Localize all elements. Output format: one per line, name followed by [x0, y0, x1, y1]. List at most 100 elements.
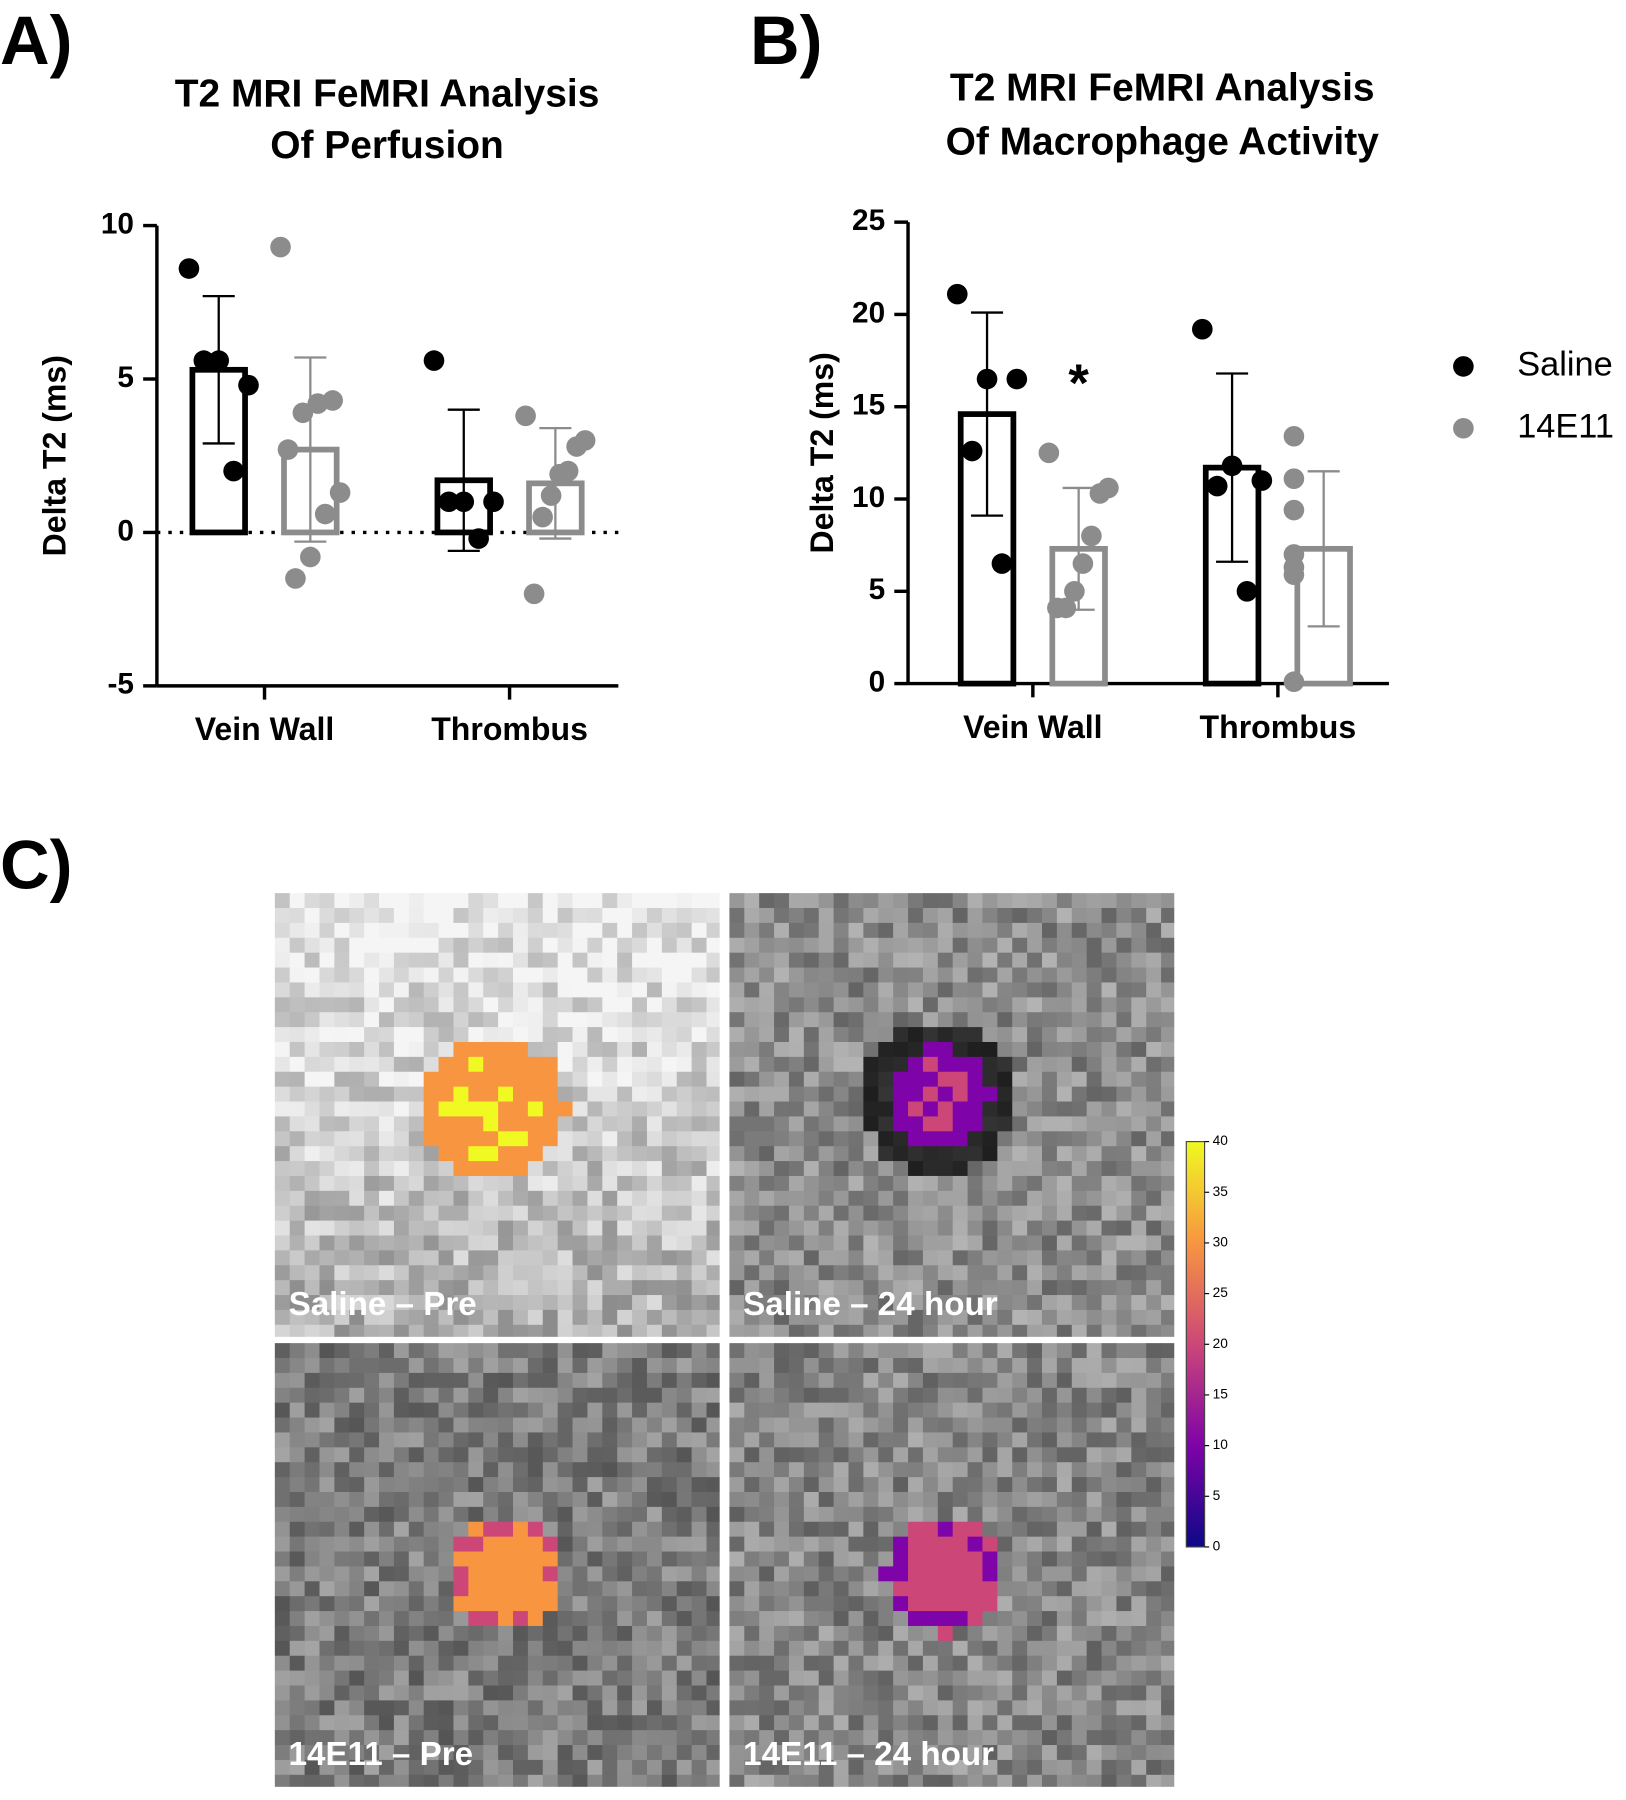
mri-pixel	[305, 938, 320, 953]
mri-pixel	[1102, 938, 1117, 953]
mri-pixel	[707, 1012, 720, 1027]
mri-pixel	[908, 1027, 923, 1042]
mri-pixel	[305, 1161, 320, 1176]
mri-pixel	[319, 1507, 334, 1522]
mri-pixel	[923, 1566, 938, 1581]
mri-pixel	[878, 923, 893, 938]
mri-pixel	[968, 893, 983, 908]
mri-pixel	[290, 1373, 305, 1388]
mri-pixel	[953, 1146, 968, 1161]
x-tick-label: Thrombus	[431, 711, 588, 747]
mri-pixel	[587, 1462, 602, 1477]
mri-pixel	[275, 953, 290, 968]
mri-pixel	[759, 1462, 774, 1477]
mri-pixel	[558, 1596, 573, 1611]
mri-pixel	[617, 1462, 632, 1477]
mri-pixel	[319, 1388, 334, 1403]
mri-pixel	[379, 1715, 394, 1730]
mri-pixel	[364, 1522, 379, 1537]
mri-pixel	[334, 908, 349, 923]
mri-pixel	[863, 1522, 878, 1537]
mri-pixel	[632, 1685, 647, 1700]
mri-pixel	[528, 1507, 543, 1522]
mri-pixel	[319, 1042, 334, 1057]
mri-pixel	[1057, 1343, 1072, 1358]
mri-pixel	[819, 997, 834, 1012]
mri-pixel	[834, 1358, 849, 1373]
mri-pixel	[1116, 1072, 1131, 1087]
mri-pixel	[543, 1730, 558, 1745]
mri-pixel	[290, 1131, 305, 1146]
mri-pixel	[409, 1656, 424, 1671]
mri-pixel	[1072, 1492, 1087, 1507]
mri-pixel	[439, 1343, 454, 1358]
mri-pixel	[677, 968, 692, 983]
mri-pixel	[982, 893, 997, 908]
mri-pixel	[587, 1116, 602, 1131]
mri-pixel	[1087, 908, 1102, 923]
chart-title: Of Perfusion	[270, 124, 504, 167]
mri-pixel	[1087, 1700, 1102, 1715]
mri-pixel	[364, 982, 379, 997]
mri-pixel	[662, 1191, 677, 1206]
mri-pixel	[528, 1552, 543, 1567]
mri-pixel	[997, 1310, 1012, 1325]
mri-pixel	[1116, 1522, 1131, 1537]
mri-pixel	[349, 1537, 364, 1552]
mri-pixel	[759, 1191, 774, 1206]
mri-pixel	[848, 923, 863, 938]
mri-pixel	[305, 1176, 320, 1191]
mri-pixel	[617, 1102, 632, 1117]
mri-pixel	[439, 1611, 454, 1626]
mri-pixel	[275, 1700, 290, 1715]
mri-pixel	[662, 1775, 677, 1787]
mri-pixel	[677, 1265, 692, 1280]
mri-pixel	[789, 1250, 804, 1265]
mri-pixel	[498, 908, 513, 923]
mri-pixel	[707, 1161, 720, 1176]
mri-pixel	[409, 953, 424, 968]
mri-pixel	[707, 1745, 720, 1760]
mri-pixel	[1012, 1775, 1027, 1787]
mri-pixel	[982, 1403, 997, 1418]
mri-pixel	[543, 893, 558, 908]
mri-pixel	[617, 1358, 632, 1373]
mri-pixel	[602, 1042, 617, 1057]
mri-pixel	[662, 1116, 677, 1131]
mri-pixel	[439, 1432, 454, 1447]
mri-pixel	[602, 1131, 617, 1146]
mri-pixel	[587, 1552, 602, 1567]
mri-pixel	[334, 1206, 349, 1221]
mri-pixel	[848, 997, 863, 1012]
mri-pixel	[908, 1432, 923, 1447]
mri-pixel	[1146, 893, 1161, 908]
mri-pixel	[1146, 968, 1161, 983]
mri-pixel	[468, 1176, 483, 1191]
mri-pixel	[744, 1146, 759, 1161]
mri-pixel	[1072, 1131, 1087, 1146]
mri-pixel	[1146, 1176, 1161, 1191]
mri-pixel	[349, 1492, 364, 1507]
mri-pixel	[275, 1102, 290, 1117]
mri-pixel	[573, 1611, 588, 1626]
mri-pixel	[1161, 923, 1174, 938]
mri-pixel	[1072, 953, 1087, 968]
mri-pixel	[863, 1581, 878, 1596]
mri-pixel	[774, 1418, 789, 1433]
mri-pixel	[863, 1462, 878, 1477]
mri-pixel	[1027, 1745, 1042, 1760]
mri-pixel	[513, 1265, 528, 1280]
mri-pixel	[878, 938, 893, 953]
mri-pixel	[1146, 1760, 1161, 1775]
mri-pixel	[498, 1596, 513, 1611]
mri-pixel	[468, 1131, 483, 1146]
mri-pixel	[424, 1102, 439, 1117]
mri-pixel	[275, 1057, 290, 1072]
mri-pixel	[528, 1388, 543, 1403]
mri-pixel	[997, 1191, 1012, 1206]
mri-pixel	[692, 1611, 707, 1626]
mri-pixel	[819, 968, 834, 983]
mri-pixel	[468, 1057, 483, 1072]
mri-pixel	[1042, 1358, 1057, 1373]
mri-pixel	[774, 1221, 789, 1236]
